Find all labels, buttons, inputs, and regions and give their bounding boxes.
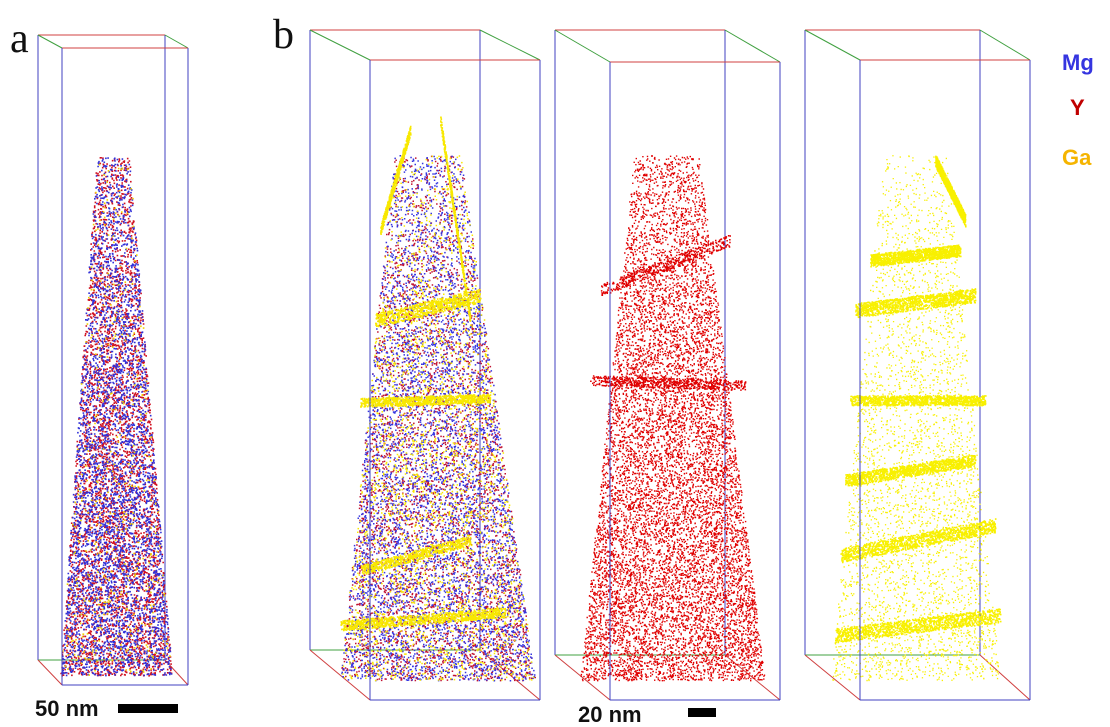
scale-bar-label: 50 nm <box>35 696 99 721</box>
figure: a b Mg Y Ga 50 nm 20 nm <box>0 0 1110 727</box>
panel-label: a <box>10 16 29 62</box>
scale-bar <box>688 708 716 717</box>
legend-entry: Mg <box>1062 50 1094 75</box>
scale-bar <box>118 704 178 713</box>
scale-bar-label: 20 nm <box>578 702 642 727</box>
legend-entry: Y <box>1070 95 1085 120</box>
panel-label: b <box>273 12 294 58</box>
legend-entry: Ga <box>1062 145 1092 170</box>
